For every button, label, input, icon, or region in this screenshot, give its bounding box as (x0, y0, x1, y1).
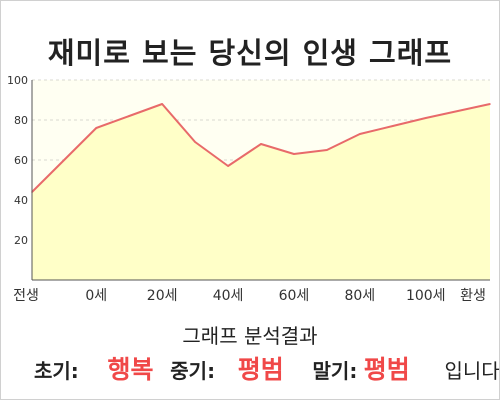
result-summary: 초기: 행복 중기: 평범 말기: 평범 입니다 (34, 350, 500, 386)
x-tick-label-0: 전생 (13, 288, 39, 304)
y-tick-label-40: 40 (14, 194, 28, 207)
late-value: 평범 (363, 355, 410, 384)
x-tick-label-2: 20세 (147, 288, 178, 304)
y-tick-label-60: 60 (14, 154, 28, 167)
area-fill (32, 104, 490, 280)
result-heading: 그래프 분석결과 (182, 324, 318, 348)
data-point-10 (391, 125, 394, 127)
x-tick-label-3: 40세 (213, 288, 244, 304)
data-point-8 (326, 149, 328, 151)
data-point-12 (489, 103, 491, 105)
middle-value: 평범 (237, 355, 284, 384)
chart-title: 재미로 보는 당신의 인생 그래프 (47, 36, 453, 70)
data-point-11 (424, 117, 427, 119)
data-point-2 (128, 115, 131, 117)
x-tick-label-5: 80세 (344, 288, 375, 304)
x-tick-label-4: 60세 (279, 288, 310, 304)
y-tick-label-20: 20 (14, 234, 28, 247)
data-point-3 (161, 103, 163, 105)
data-point-5 (227, 165, 229, 167)
early-label: 초기: (34, 359, 79, 383)
x-tick-label-1: 0세 (85, 288, 107, 304)
y-tick-label-100: 100 (7, 74, 28, 87)
data-point-4 (194, 141, 196, 143)
middle-label: 중기: (170, 359, 216, 383)
data-point-1 (95, 127, 98, 129)
result-ending: 입니다 (444, 359, 500, 383)
data-point-6 (260, 143, 262, 145)
x-tick-label-7: 환생 (460, 288, 486, 304)
data-point-7 (293, 153, 295, 155)
y-tick-label-80: 80 (14, 114, 28, 127)
x-tick-label-6: 100세 (406, 288, 446, 304)
late-label: 말기: (312, 359, 358, 383)
data-point-9 (359, 133, 361, 135)
early-value: 행복 (107, 355, 154, 384)
